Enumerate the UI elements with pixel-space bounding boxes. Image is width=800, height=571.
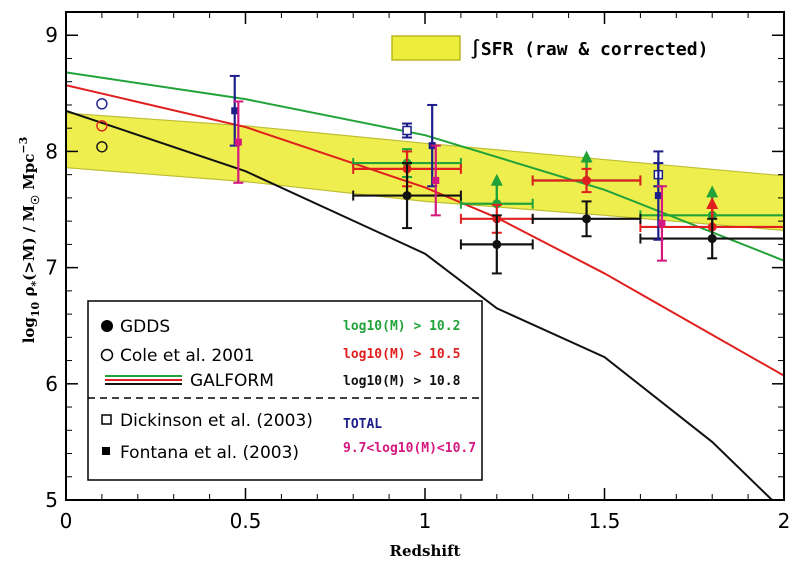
fontana-point bbox=[432, 176, 440, 184]
sfr-band-label: ∫SFR (raw & corrected) bbox=[470, 38, 708, 60]
galform-line-black bbox=[66, 109, 774, 500]
galform-line-green bbox=[66, 71, 784, 262]
sfr-band-area bbox=[66, 112, 784, 232]
dickinson-point bbox=[402, 125, 412, 136]
gdds-green-limit-arrow-icon bbox=[706, 185, 719, 198]
y-tick-label: 7 bbox=[45, 256, 58, 280]
x-tick-label: 1.5 bbox=[589, 509, 621, 533]
x-axis-label: Redshift bbox=[390, 542, 461, 560]
sfr-band bbox=[66, 112, 784, 232]
cole-marker-icon bbox=[100, 348, 114, 362]
cole-point bbox=[96, 98, 108, 110]
data-points bbox=[96, 74, 785, 275]
sfr-band-legend: ∫SFR (raw & corrected) bbox=[391, 35, 708, 61]
gdds-point-black bbox=[402, 191, 412, 201]
x-tick-label: 2 bbox=[778, 509, 791, 533]
dickinson-marker-icon bbox=[101, 414, 112, 425]
cole-point bbox=[96, 120, 108, 132]
x-tick-label: 1 bbox=[419, 509, 432, 533]
gdds-point-black bbox=[707, 234, 717, 244]
gdds-point-black bbox=[492, 239, 502, 249]
y-tick-label: 9 bbox=[45, 23, 58, 47]
legend-box: GDDS Cole et al. 2001 GALFORM Dickinson … bbox=[87, 300, 483, 481]
y-tick-label: 6 bbox=[45, 372, 58, 396]
x-tick-label: 0 bbox=[60, 509, 73, 533]
legend-range: 9.7<log10(M)<10.7 bbox=[343, 441, 476, 456]
legend-galform: GALFORM bbox=[190, 371, 274, 391]
gdds-marker-icon bbox=[101, 320, 113, 332]
gdds-green-limit-arrow-icon bbox=[580, 150, 593, 163]
legend-gdds: GDDS bbox=[120, 317, 170, 337]
legend-total: TOTAL bbox=[343, 417, 382, 432]
legend-threshold-10-8: log10(M) > 10.8 bbox=[343, 374, 461, 389]
sfr-band-swatch bbox=[391, 35, 461, 61]
fontana-point bbox=[654, 192, 662, 200]
legend-threshold-10-5: log10(M) > 10.5 bbox=[343, 347, 460, 362]
cole-point bbox=[96, 141, 108, 153]
legend-threshold-10-2: log10(M) > 10.2 bbox=[343, 319, 460, 334]
legend-dickinson: Dickinson et al. (2003) bbox=[120, 411, 313, 431]
y-axis-label: log10 ρ*(>M) / M☉ Mpc−3 bbox=[17, 137, 42, 344]
axis-ticks: 0 0.5 1 1.5 2 5 6 7 8 9 bbox=[45, 11, 791, 533]
fontana-point bbox=[234, 138, 242, 146]
legend-frame bbox=[87, 300, 483, 481]
legend-fontana: Fontana et al. (2003) bbox=[120, 443, 299, 463]
gdds-point-black bbox=[582, 214, 592, 224]
fontana-marker-icon bbox=[102, 447, 110, 455]
fontana-point bbox=[658, 219, 666, 227]
legend-cole: Cole et al. 2001 bbox=[120, 346, 255, 366]
gdds-point-green bbox=[492, 199, 502, 209]
y-tick-label: 5 bbox=[45, 488, 58, 512]
y-tick-label: 8 bbox=[45, 139, 58, 163]
gdds-red-limit-arrow-icon bbox=[706, 196, 719, 209]
gdds-point-red bbox=[582, 175, 592, 185]
gdds-green-limit-arrow-icon bbox=[490, 173, 503, 186]
x-tick-label: 0.5 bbox=[230, 509, 262, 533]
fontana-point bbox=[231, 107, 239, 115]
